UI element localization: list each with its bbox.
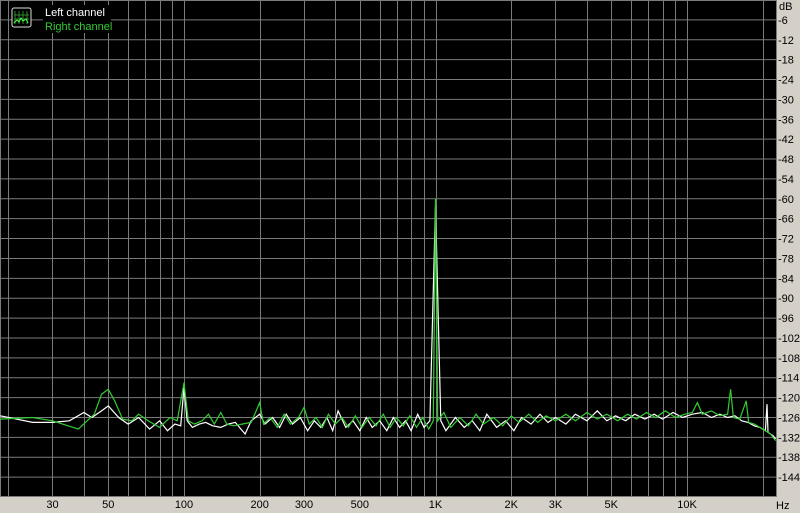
x-tick-label: 5K bbox=[605, 499, 619, 511]
y-tick-label: -84 bbox=[778, 273, 794, 285]
x-tick-label: 10K bbox=[677, 499, 697, 511]
x-tick-label: 50 bbox=[102, 499, 114, 511]
y-tick-label: -24 bbox=[778, 75, 794, 87]
y-tick-label: -12 bbox=[778, 35, 794, 47]
series-line-right bbox=[0, 198, 777, 442]
y-tick-label: -126 bbox=[778, 412, 800, 424]
grid bbox=[0, 0, 777, 497]
y-axis-unit: dB bbox=[779, 1, 792, 13]
plot-background bbox=[0, 0, 777, 497]
y-tick-label: -6 bbox=[778, 15, 788, 27]
legend-background bbox=[43, 5, 111, 33]
y-tick-label: -36 bbox=[778, 114, 794, 126]
x-tick-labels: 30 50 100 200 300 500 1K 2K 3K 5K 10K bbox=[46, 499, 697, 511]
y-tick-label: -114 bbox=[778, 373, 799, 385]
y-tick-label: -54 bbox=[778, 174, 794, 186]
x-axis-unit: Hz bbox=[776, 500, 789, 512]
series-lines bbox=[0, 198, 777, 442]
y-tick-label: -132 bbox=[778, 432, 800, 444]
plot-frame bbox=[0, 0, 777, 497]
legend-left-channel: Left channel bbox=[45, 7, 105, 19]
y-tick-label: -120 bbox=[778, 393, 800, 405]
y-tick-label: -42 bbox=[778, 134, 794, 146]
y-tick-label: -48 bbox=[778, 154, 794, 166]
x-tick-label: 500 bbox=[351, 499, 369, 511]
x-tick-label: 100 bbox=[175, 499, 193, 511]
x-tick-label: 2K bbox=[504, 499, 518, 511]
y-tick-label: -138 bbox=[778, 452, 800, 464]
y-tick-label: -66 bbox=[778, 214, 794, 226]
y-tick-label: -108 bbox=[778, 353, 800, 365]
x-tick-label: 3K bbox=[549, 499, 563, 511]
y-tick-label: -60 bbox=[778, 194, 794, 206]
y-tick-label: -72 bbox=[778, 234, 794, 246]
legend-right-channel: Right channel bbox=[45, 21, 112, 33]
y-tick-label: -96 bbox=[778, 313, 794, 325]
x-tick-label: 200 bbox=[251, 499, 269, 511]
x-tick-label: 300 bbox=[295, 499, 313, 511]
y-tick-label: -18 bbox=[778, 55, 794, 67]
y-tick-labels: -6 -12 -18 -24 -30 -36 -42 -48 -54 -60 -66 -72 -78 -8… bbox=[778, 15, 800, 484]
y-tick-label: -90 bbox=[778, 293, 794, 305]
y-tick-label: -144 bbox=[778, 472, 800, 484]
x-tick-label: 1K bbox=[429, 499, 443, 511]
x-tick-label: 30 bbox=[46, 499, 58, 511]
spectrum-chart-icon bbox=[11, 7, 32, 28]
y-tick-label: -102 bbox=[778, 333, 800, 345]
y-tick-label: -78 bbox=[778, 253, 794, 265]
y-tick-label: -30 bbox=[778, 94, 794, 106]
